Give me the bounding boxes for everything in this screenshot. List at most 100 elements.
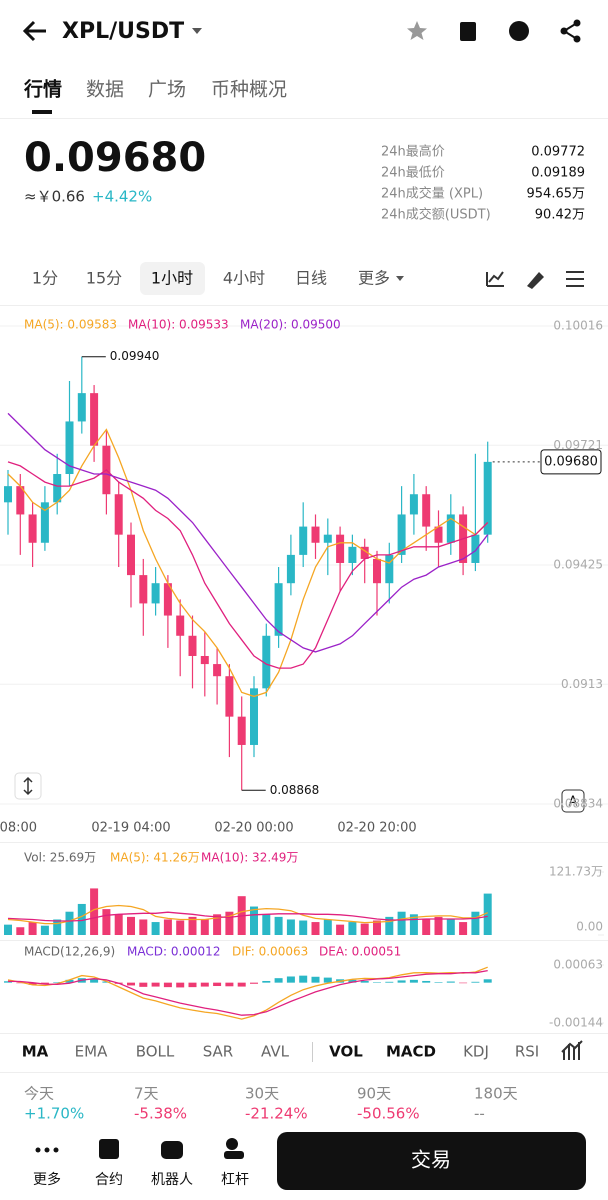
trade-label[interactable]: 交易 bbox=[411, 1148, 451, 1172]
macd-bar bbox=[102, 981, 111, 983]
interval-tab[interactable]: 更多 bbox=[358, 269, 390, 288]
volume-bar bbox=[262, 914, 271, 935]
nav-label[interactable]: 合约 bbox=[95, 1172, 123, 1188]
nav-label[interactable]: 机器人 bbox=[151, 1172, 193, 1188]
macd-line bbox=[7, 969, 488, 1016]
draw-icon[interactable] bbox=[527, 272, 544, 289]
macd-bar bbox=[348, 979, 357, 983]
tab[interactable]: 币种概况 bbox=[211, 79, 287, 101]
candle-body bbox=[262, 635, 271, 689]
back-button[interactable] bbox=[22, 20, 46, 42]
trade-button[interactable] bbox=[277, 1132, 586, 1190]
chart-style-icon[interactable] bbox=[486, 271, 504, 287]
pair-dropdown[interactable] bbox=[192, 28, 202, 34]
indicator-tab[interactable]: RSI bbox=[515, 1043, 539, 1061]
volume-bar bbox=[274, 916, 283, 935]
macd-bar bbox=[225, 982, 234, 987]
volume-bar bbox=[422, 919, 431, 935]
volume-bar bbox=[16, 927, 25, 935]
volume-bar bbox=[139, 919, 148, 935]
period-change: -5.38% bbox=[134, 1105, 187, 1123]
volume-bar bbox=[360, 923, 369, 935]
nav-label[interactable]: 杠杆 bbox=[221, 1172, 249, 1188]
macd-bar bbox=[213, 982, 222, 987]
candle-body bbox=[360, 546, 369, 559]
candle-body bbox=[213, 664, 222, 677]
indicator-tab[interactable]: KDJ bbox=[463, 1043, 489, 1061]
y-tick-label: 0.00 bbox=[576, 920, 603, 934]
x-tick-label: 02-20 20:00 bbox=[337, 821, 416, 836]
candle-body bbox=[77, 393, 86, 422]
macd-bar bbox=[483, 979, 492, 983]
indicator-settings-icon[interactable] bbox=[561, 1040, 583, 1060]
indicator-tab[interactable]: MACD bbox=[386, 1043, 436, 1061]
indicator-tab[interactable]: VOL bbox=[329, 1043, 363, 1061]
y-tick-label: 121.73万 bbox=[549, 865, 603, 879]
period-label: 今天 bbox=[24, 1085, 54, 1103]
interval-tab[interactable]: 日线 bbox=[295, 269, 327, 288]
period-label: 90天 bbox=[357, 1085, 391, 1103]
volume-bar bbox=[286, 919, 295, 935]
volume-bar bbox=[53, 919, 62, 935]
favorite-icon[interactable] bbox=[407, 21, 427, 40]
tab[interactable]: 数据 bbox=[86, 79, 124, 101]
volume-bar bbox=[65, 911, 74, 935]
macd-bar bbox=[200, 982, 209, 987]
last-price-box bbox=[540, 449, 602, 475]
candle-body bbox=[311, 526, 320, 543]
tab[interactable]: 广场 bbox=[148, 79, 186, 101]
indicator-tab[interactable]: AVL bbox=[261, 1043, 290, 1061]
interval-tab[interactable]: 1小时 bbox=[151, 269, 193, 288]
y-tick-label: 0.10016 bbox=[553, 319, 603, 333]
volume-bar bbox=[446, 919, 455, 935]
volume-bar bbox=[459, 922, 468, 935]
candle-body bbox=[151, 583, 160, 604]
interval-tab[interactable]: 4小时 bbox=[223, 269, 265, 288]
divider bbox=[0, 1033, 608, 1034]
indicator-tab[interactable]: EMA bbox=[75, 1043, 108, 1061]
candle-body bbox=[237, 716, 246, 745]
y-tick-label: 0.09425 bbox=[553, 558, 603, 572]
indicator-tab[interactable]: MA bbox=[22, 1043, 49, 1061]
candle-body bbox=[65, 421, 74, 475]
period-change: -50.56% bbox=[357, 1105, 420, 1123]
annotation-label: 0.09940 bbox=[110, 349, 160, 363]
tab[interactable]: 行情 bbox=[23, 78, 62, 101]
candle-body bbox=[434, 526, 443, 543]
macd-bar bbox=[286, 976, 295, 983]
candle-body bbox=[385, 554, 394, 584]
share-icon[interactable] bbox=[560, 19, 581, 43]
macd-bar bbox=[188, 982, 197, 988]
candle-body bbox=[176, 615, 185, 636]
auto-button[interactable] bbox=[561, 789, 585, 813]
volume-bar bbox=[28, 922, 37, 935]
divider bbox=[0, 940, 608, 941]
macd-bar bbox=[385, 981, 394, 983]
settings-icon[interactable] bbox=[566, 271, 584, 287]
notes-icon[interactable] bbox=[460, 22, 476, 41]
macd-bar bbox=[274, 978, 283, 983]
nav-label[interactable]: 更多 bbox=[33, 1171, 61, 1188]
macd-bar bbox=[139, 982, 148, 987]
y-tick-label: 0.00063 bbox=[553, 958, 603, 972]
indicator-tab[interactable]: BOLL bbox=[136, 1043, 175, 1061]
more-dropdown[interactable] bbox=[396, 276, 404, 281]
candle-body bbox=[250, 688, 258, 745]
community-icon[interactable] bbox=[509, 21, 529, 41]
candle-body bbox=[471, 534, 480, 563]
interval-tab[interactable]: 15分 bbox=[86, 269, 122, 288]
stat-value: 0.09772 bbox=[531, 145, 585, 160]
y-tick-label: 0.0913 bbox=[561, 677, 603, 691]
macd-bar bbox=[40, 982, 49, 985]
macd-bar bbox=[250, 982, 258, 984]
tab-indicator bbox=[32, 110, 52, 114]
volume-bar bbox=[373, 920, 381, 935]
volume-bar bbox=[471, 911, 480, 935]
period-label: 180天 bbox=[474, 1085, 518, 1103]
indicator-tab[interactable]: SAR bbox=[203, 1043, 233, 1061]
macd-bar bbox=[446, 981, 455, 983]
interval-tab[interactable]: 1分 bbox=[32, 269, 58, 288]
stat-value: 90.42万 bbox=[535, 208, 585, 223]
candle-body bbox=[348, 546, 357, 563]
